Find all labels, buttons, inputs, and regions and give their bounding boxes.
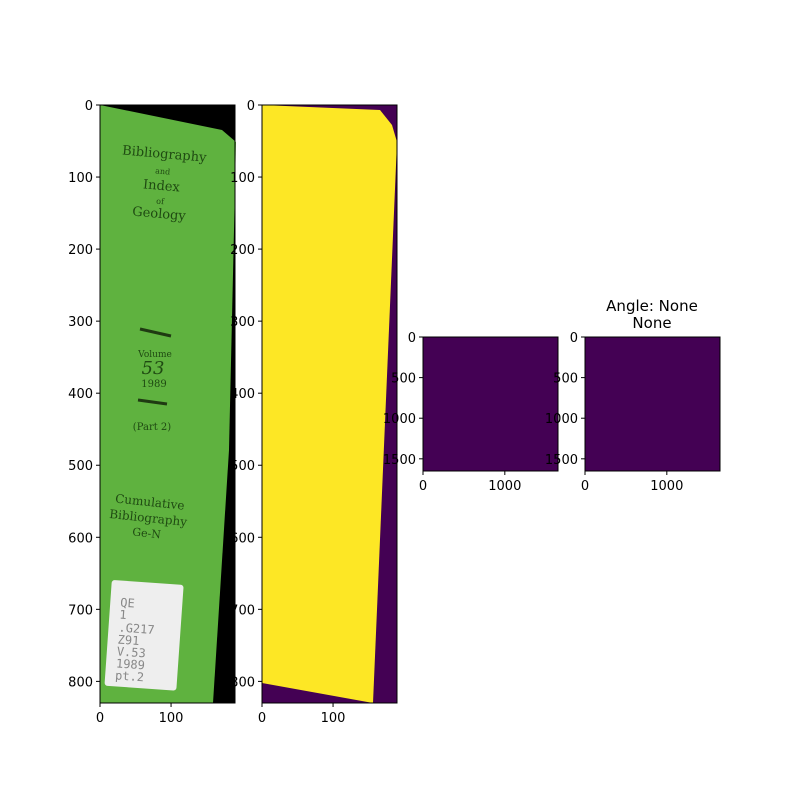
panel-4-frame xyxy=(584,336,721,472)
spine-green-cover xyxy=(100,105,236,703)
spine-volume-label: Volume xyxy=(137,350,172,360)
spine-title-line-4: of xyxy=(156,197,166,207)
spine-rule-top xyxy=(139,327,172,338)
call-number-line-7: pt.2 xyxy=(115,668,145,684)
mask-foreground xyxy=(262,105,397,703)
y-tick-label: 400 xyxy=(230,387,255,402)
spine-title-line-3: Index xyxy=(142,177,181,195)
call-number-line-2: 1 xyxy=(119,608,127,622)
panel-1-frame xyxy=(99,104,236,704)
y-tick-label: 1500 xyxy=(383,453,416,468)
x-tick-label: 0 xyxy=(96,711,104,726)
y-tick-label: 0 xyxy=(408,331,416,346)
spine-volume-number: 53 xyxy=(142,358,165,379)
panel-4-axes: 0 1000 0 500 1000 1500 xyxy=(545,331,721,494)
x-tick-label: 100 xyxy=(159,711,184,726)
call-number-line-6: 1989 xyxy=(116,656,146,672)
x-tick-label: 0 xyxy=(581,479,589,494)
x-tick-label: 1000 xyxy=(488,479,521,494)
spine-title: Bibliography and Index of Geology xyxy=(121,143,207,225)
y-tick-label: 500 xyxy=(68,459,93,474)
spine-year: 1989 xyxy=(141,379,166,390)
y-tick-label: 700 xyxy=(68,603,93,618)
y-tick-label: 500 xyxy=(230,459,255,474)
y-tick-label: 500 xyxy=(391,372,416,387)
spine-title-line-2: and xyxy=(155,166,171,176)
y-tick-label: 100 xyxy=(230,171,255,186)
call-number-line-4: Z91 xyxy=(117,632,140,647)
y-tick-label: 0 xyxy=(85,99,93,114)
spine-subtitle-line-3: Ge-N xyxy=(132,525,162,541)
call-number-label: QE 1 .G217 Z91 V.53 1989 pt.2 xyxy=(104,580,184,691)
panel-4-field xyxy=(585,337,720,471)
spine-title-line-5: Geology xyxy=(132,205,187,225)
panel-3-frame xyxy=(422,336,559,472)
y-tick-label: 400 xyxy=(68,387,93,402)
panel-2-mask xyxy=(262,105,397,703)
call-number-line-5: V.53 xyxy=(116,644,146,660)
y-tick-label: 200 xyxy=(68,243,93,258)
y-tick-label: 700 xyxy=(230,603,255,618)
x-tick-label: 0 xyxy=(419,479,427,494)
panel-1-axes: 0 100 0 100 200 300 400 500 600 700 800 xyxy=(68,99,236,726)
y-tick-label: 600 xyxy=(68,531,93,546)
call-number-line-3: .G217 xyxy=(118,620,155,636)
panel-4-title-line-1: Angle: None xyxy=(606,297,698,315)
y-tick-label: 300 xyxy=(68,315,93,330)
y-tick-label: 1000 xyxy=(383,412,416,427)
spine-part: (Part 2) xyxy=(133,422,171,433)
x-tick-label: 1000 xyxy=(650,479,683,494)
panel-3-axes: 0 1000 0 500 1000 1500 xyxy=(383,331,559,494)
y-tick-label: 100 xyxy=(68,171,93,186)
y-tick-label: 300 xyxy=(230,315,255,330)
y-tick-label: 1500 xyxy=(545,453,578,468)
y-tick-label: 200 xyxy=(230,243,255,258)
call-number-line-1: QE xyxy=(120,596,135,611)
y-tick-label: 800 xyxy=(230,675,255,690)
y-tick-label: 600 xyxy=(230,531,255,546)
panel-2-frame xyxy=(261,104,398,704)
call-number-label-sticker xyxy=(104,580,184,691)
y-tick-label: 800 xyxy=(68,675,93,690)
y-tick-label: 1000 xyxy=(545,412,578,427)
y-tick-label: 0 xyxy=(570,331,578,346)
x-tick-label: 0 xyxy=(258,711,266,726)
y-tick-label: 0 xyxy=(247,99,255,114)
spine-rule-bottom xyxy=(137,398,168,406)
panel-1-spine-photo: Bibliography and Index of Geology Volume… xyxy=(100,105,236,703)
spine-title-line-1: Bibliography xyxy=(121,143,207,165)
panel-2-axes: 0 100 0 100 200 300 400 500 600 700 800 xyxy=(230,99,398,726)
panel-4-title-line-2: None xyxy=(632,314,671,332)
panel-3-field xyxy=(423,337,558,471)
y-tick-label: 500 xyxy=(553,372,578,387)
x-tick-label: 100 xyxy=(321,711,346,726)
